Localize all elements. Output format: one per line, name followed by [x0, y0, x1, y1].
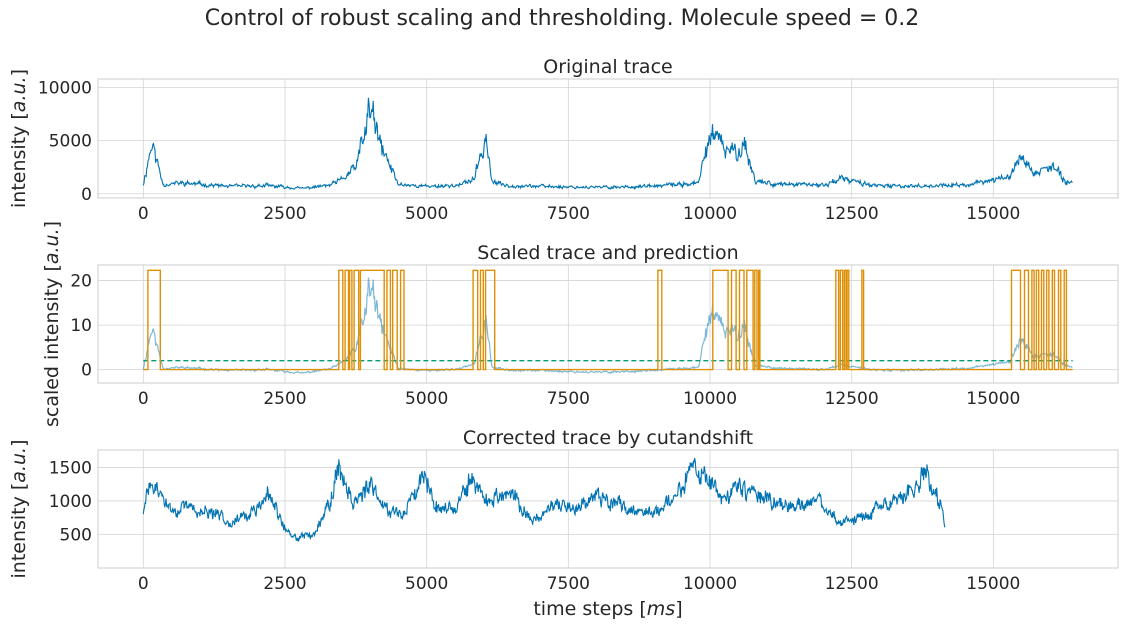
x-tick-label: 7500 — [547, 204, 590, 224]
x-tick-label: 5000 — [405, 574, 448, 594]
panel-title: Corrected trace by cutandshift — [463, 427, 753, 449]
y-axis-label: intensity [a.u.] — [8, 439, 30, 578]
figure-suptitle: Control of robust scaling and thresholdi… — [205, 6, 920, 31]
series-line — [142, 97, 1073, 191]
plot-area — [142, 458, 946, 543]
panel-title: Original trace — [543, 56, 672, 78]
panel-original-trace: 0 2500 5000 7500 10000 12500 15000 0 5000 10000 Or… — [8, 56, 1119, 224]
series-line — [142, 458, 946, 543]
panel-scaled-trace-and-prediction: 0 2500 5000 7500 10000 12500 15000 0 10 20 Scaled … — [41, 221, 1119, 427]
panel-corrected-trace: 0 2500 5000 7500 10000 12500 15000 500 1000 1500 C… — [8, 427, 1119, 620]
y-tick-label: 500 — [60, 525, 92, 545]
x-tick-label: 7500 — [547, 389, 590, 409]
x-tick-label: 0 — [138, 204, 149, 224]
panel-title: Scaled trace and prediction — [477, 242, 738, 264]
x-tick-label: 12500 — [825, 204, 879, 224]
y-tick-label: 0 — [81, 185, 92, 205]
x-tick-label: 5000 — [405, 204, 448, 224]
y-tick-label: 20 — [70, 272, 92, 292]
x-tick-label: 0 — [138, 389, 149, 409]
x-tick-label: 2500 — [263, 389, 306, 409]
plot-area — [142, 97, 1073, 191]
x-tick-label: 5000 — [405, 389, 448, 409]
axes-frame — [97, 78, 1119, 199]
x-tick-label: 2500 — [263, 574, 306, 594]
x-tick-label: 15000 — [966, 204, 1020, 224]
x-tick-label: 15000 — [966, 389, 1020, 409]
x-tick-label: 0 — [138, 574, 149, 594]
plot-area — [142, 269, 1073, 374]
y-tick-label: 0 — [81, 361, 92, 381]
y-axis-label: intensity [a.u.] — [8, 69, 30, 208]
y-axis-label: scaled intensity [a.u.] — [41, 221, 63, 427]
y-tick-label: 5000 — [49, 132, 92, 152]
y-tick-label: 10000 — [38, 79, 92, 99]
prediction-line — [143, 269, 1073, 371]
x-tick-label: 12500 — [825, 389, 879, 409]
y-tick-label: 10 — [70, 316, 92, 336]
x-tick-label: 10000 — [683, 204, 737, 224]
axes-frame — [97, 449, 1119, 569]
x-tick-label: 10000 — [683, 389, 737, 409]
y-tick-label: 1000 — [49, 492, 92, 512]
x-tick-label: 12500 — [825, 574, 879, 594]
x-axis-label: time steps [ms] — [533, 598, 682, 620]
x-tick-label: 15000 — [966, 574, 1020, 594]
y-tick-label: 1500 — [49, 458, 92, 478]
x-tick-label: 2500 — [263, 204, 306, 224]
x-tick-label: 7500 — [547, 574, 590, 594]
x-tick-label: 10000 — [683, 574, 737, 594]
axes-frame — [97, 264, 1119, 384]
